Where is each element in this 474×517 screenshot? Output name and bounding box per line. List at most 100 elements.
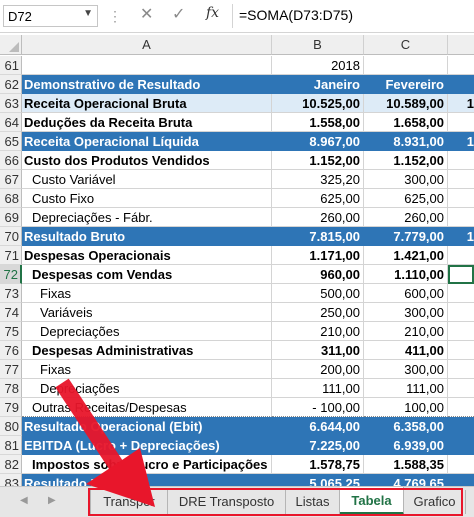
row-header[interactable]: 68 bbox=[0, 189, 22, 208]
row-header[interactable]: 80 bbox=[0, 417, 22, 436]
row-header[interactable]: 79 bbox=[0, 398, 22, 417]
tab-transpor[interactable]: Transpor bbox=[90, 490, 168, 514]
row-header[interactable]: 63 bbox=[0, 94, 22, 113]
row-header[interactable]: 67 bbox=[0, 170, 22, 189]
cell-d[interactable]: 1 bbox=[448, 94, 474, 113]
row-header[interactable]: 69 bbox=[0, 208, 22, 227]
cell-c[interactable]: 100,00 bbox=[364, 398, 448, 417]
cell-d[interactable] bbox=[448, 322, 474, 341]
cell-c[interactable]: 1.658,00 bbox=[364, 113, 448, 132]
cell-b[interactable]: 8.967,00 bbox=[272, 132, 364, 151]
cell-d[interactable] bbox=[448, 341, 474, 360]
cell-d[interactable] bbox=[448, 265, 474, 284]
cell-d[interactable] bbox=[448, 113, 474, 132]
cell-c[interactable]: 300,00 bbox=[364, 303, 448, 322]
row-header[interactable]: 77 bbox=[0, 360, 22, 379]
cell-c[interactable]: 300,00 bbox=[364, 170, 448, 189]
cell-c[interactable]: 411,00 bbox=[364, 341, 448, 360]
cell-b[interactable]: 10.525,00 bbox=[272, 94, 364, 113]
tab-listas[interactable]: Listas bbox=[286, 490, 340, 514]
cell-b[interactable]: 1.558,00 bbox=[272, 113, 364, 132]
cell-c[interactable]: 111,00 bbox=[364, 379, 448, 398]
cell-b[interactable]: 7.815,00 bbox=[272, 227, 364, 246]
cell-a[interactable]: Resultado Bruto bbox=[22, 227, 272, 246]
cell-a[interactable]: Despesas Administrativas bbox=[22, 341, 272, 360]
select-all-button[interactable] bbox=[0, 35, 22, 55]
cell-a[interactable]: Resultado Operacional (Ebit) bbox=[22, 417, 272, 436]
cell-b[interactable]: 625,00 bbox=[272, 189, 364, 208]
cell-d[interactable] bbox=[448, 151, 474, 170]
cell-d[interactable] bbox=[448, 417, 474, 436]
cell-a[interactable]: Fixas bbox=[22, 360, 272, 379]
cell-b[interactable]: 960,00 bbox=[272, 265, 364, 284]
cell-d[interactable]: 1 bbox=[448, 227, 474, 246]
cell-b[interactable]: 250,00 bbox=[272, 303, 364, 322]
cell-c[interactable]: 600,00 bbox=[364, 284, 448, 303]
cell-d[interactable] bbox=[448, 56, 474, 75]
row-header[interactable]: 82 bbox=[0, 455, 22, 474]
name-box[interactable]: D72 ▼ bbox=[3, 5, 98, 27]
tab-scroll-left-icon[interactable]: ◀ bbox=[20, 495, 28, 506]
cell-a[interactable]: Fixas bbox=[22, 284, 272, 303]
row-header[interactable]: 70 bbox=[0, 227, 22, 246]
cell-d[interactable] bbox=[448, 398, 474, 417]
cell-b[interactable]: 7.225,00 bbox=[272, 436, 364, 455]
cell-c[interactable]: 6.939,00 bbox=[364, 436, 448, 455]
cell-b[interactable]: 260,00 bbox=[272, 208, 364, 227]
cell-d[interactable] bbox=[448, 75, 474, 94]
column-header-a[interactable]: A bbox=[22, 35, 272, 55]
row-header[interactable]: 78 bbox=[0, 379, 22, 398]
cell-d[interactable]: 1 bbox=[448, 132, 474, 151]
cell-b[interactable]: 2018 bbox=[272, 56, 364, 75]
insert-function-icon[interactable]: fx bbox=[206, 5, 220, 21]
row-header[interactable]: 66 bbox=[0, 151, 22, 170]
cell-d[interactable] bbox=[448, 360, 474, 379]
row-header[interactable]: 73 bbox=[0, 284, 22, 303]
cell-d[interactable] bbox=[448, 246, 474, 265]
cell-b[interactable]: 6.644,00 bbox=[272, 417, 364, 436]
cell-a[interactable] bbox=[22, 56, 272, 75]
row-header[interactable]: 65 bbox=[0, 132, 22, 151]
cell-c[interactable]: 300,00 bbox=[364, 360, 448, 379]
cell-d[interactable] bbox=[448, 455, 474, 474]
cell-b[interactable]: 311,00 bbox=[272, 341, 364, 360]
cell-b[interactable]: 500,00 bbox=[272, 284, 364, 303]
row-header[interactable]: 71 bbox=[0, 246, 22, 265]
cell-c[interactable]: 1.421,00 bbox=[364, 246, 448, 265]
row-header[interactable]: 75 bbox=[0, 322, 22, 341]
tab-tabela[interactable]: Tabela bbox=[340, 487, 404, 515]
cell-d[interactable] bbox=[448, 303, 474, 322]
cell-d[interactable] bbox=[448, 189, 474, 208]
cell-a[interactable]: Depreciações bbox=[22, 379, 272, 398]
cell-a[interactable]: Despesas Operacionais bbox=[22, 246, 272, 265]
cell-a[interactable]: Depreciações - Fábr. bbox=[22, 208, 272, 227]
row-header[interactable]: 62 bbox=[0, 75, 22, 94]
cell-b[interactable]: 210,00 bbox=[272, 322, 364, 341]
row-header[interactable]: 74 bbox=[0, 303, 22, 322]
cell-b[interactable]: 1.152,00 bbox=[272, 151, 364, 170]
cell-a[interactable]: Demonstrativo de Resultado bbox=[22, 75, 272, 94]
cell-a[interactable]: Variáveis bbox=[22, 303, 272, 322]
cell-a[interactable]: Custo Variável bbox=[22, 170, 272, 189]
row-header[interactable]: 72 bbox=[0, 265, 22, 284]
cell-c[interactable]: 625,00 bbox=[364, 189, 448, 208]
cell-a[interactable]: Receita Operacional Bruta bbox=[22, 94, 272, 113]
cell-b[interactable]: 200,00 bbox=[272, 360, 364, 379]
cell-b[interactable]: 111,00 bbox=[272, 379, 364, 398]
cell-c[interactable]: 6.358,00 bbox=[364, 417, 448, 436]
drag-handle-icon[interactable]: ⋮ bbox=[108, 8, 122, 24]
cell-c[interactable]: 1.110,00 bbox=[364, 265, 448, 284]
tab-scroll-right-icon[interactable]: ▶ bbox=[48, 495, 56, 506]
cell-c[interactable] bbox=[364, 56, 448, 75]
cell-d[interactable] bbox=[448, 379, 474, 398]
cell-b[interactable]: Janeiro bbox=[272, 75, 364, 94]
cell-d[interactable] bbox=[448, 170, 474, 189]
formula-input[interactable]: =SOMA(D73:D75) bbox=[232, 4, 472, 28]
cell-c[interactable]: 1.152,00 bbox=[364, 151, 448, 170]
cell-a[interactable]: Despesas com Vendas bbox=[22, 265, 272, 284]
cell-a[interactable]: Impostos sobre Lucro e Participações bbox=[22, 455, 272, 474]
column-header-b[interactable]: B bbox=[272, 35, 364, 55]
cell-d[interactable] bbox=[448, 208, 474, 227]
cell-c[interactable]: 8.931,00 bbox=[364, 132, 448, 151]
tab-grafico[interactable]: Grafico bbox=[404, 490, 466, 514]
